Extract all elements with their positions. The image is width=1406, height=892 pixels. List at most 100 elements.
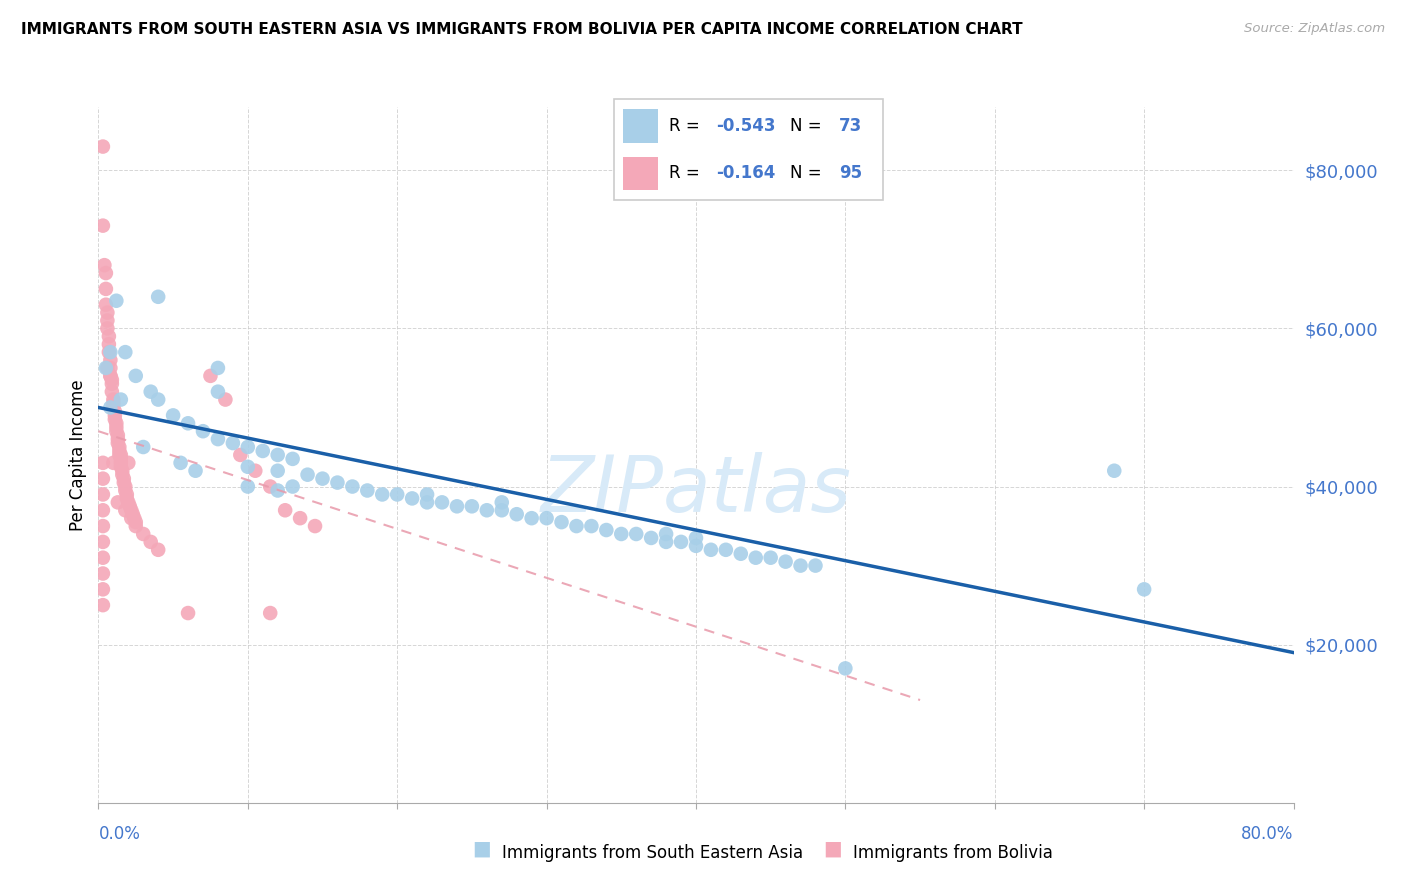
Text: 73: 73 <box>839 118 862 136</box>
Point <box>104 404 127 418</box>
FancyBboxPatch shape <box>614 99 883 200</box>
Point <box>655 535 678 549</box>
Point <box>98 345 122 359</box>
Point <box>288 511 311 525</box>
Point <box>184 464 207 478</box>
Point <box>162 409 184 423</box>
Point <box>91 582 114 597</box>
Bar <box>623 157 658 190</box>
Point <box>245 464 267 478</box>
Point <box>107 495 129 509</box>
Point <box>229 448 252 462</box>
Text: Source: ZipAtlas.com: Source: ZipAtlas.com <box>1244 22 1385 36</box>
Point <box>342 479 364 493</box>
Point <box>120 503 142 517</box>
Point <box>139 535 162 549</box>
Text: N =: N = <box>790 118 827 136</box>
Point <box>550 515 572 529</box>
Text: 80.0%: 80.0% <box>1241 825 1294 843</box>
Point <box>207 384 229 399</box>
Point <box>207 432 229 446</box>
Point <box>520 511 543 525</box>
Point <box>115 491 138 506</box>
Point <box>104 412 127 426</box>
Point <box>385 487 409 501</box>
Point <box>281 451 304 466</box>
Point <box>125 519 148 533</box>
Point <box>91 472 114 486</box>
Point <box>103 392 125 407</box>
Point <box>685 531 707 545</box>
Point <box>111 467 134 482</box>
Point <box>110 456 132 470</box>
Point <box>207 361 229 376</box>
Point <box>222 436 245 450</box>
Point <box>759 550 782 565</box>
Point <box>124 511 146 525</box>
Point <box>115 487 138 501</box>
Point <box>94 282 117 296</box>
Text: 95: 95 <box>839 164 862 182</box>
Point <box>103 396 125 410</box>
Point <box>506 507 529 521</box>
Point <box>685 539 707 553</box>
Point <box>132 527 155 541</box>
Point <box>98 361 122 376</box>
Point <box>177 417 200 431</box>
Point <box>98 368 122 383</box>
Point <box>259 606 281 620</box>
Point <box>91 487 114 501</box>
Text: R =: R = <box>669 164 706 182</box>
Point <box>430 495 453 509</box>
Point <box>101 384 124 399</box>
Point <box>91 503 114 517</box>
Point <box>114 345 136 359</box>
Point <box>491 503 513 517</box>
Point <box>121 507 143 521</box>
Point <box>655 527 678 541</box>
Point <box>371 487 394 501</box>
Point <box>267 464 290 478</box>
Point <box>132 440 155 454</box>
Point <box>252 444 274 458</box>
Point <box>200 368 222 383</box>
Point <box>97 337 120 351</box>
Point <box>110 451 132 466</box>
Point <box>139 384 162 399</box>
Point <box>118 500 141 514</box>
Point <box>416 487 439 501</box>
Point <box>93 258 115 272</box>
Point <box>105 420 128 434</box>
Point <box>91 456 114 470</box>
Point <box>110 448 132 462</box>
Point <box>91 139 114 153</box>
Point <box>94 298 117 312</box>
Text: ZIPatlas: ZIPatlas <box>540 451 852 528</box>
Point <box>91 535 114 549</box>
Point <box>101 376 124 391</box>
Point <box>267 483 290 498</box>
Point <box>120 511 142 525</box>
Point <box>97 345 120 359</box>
Point <box>96 305 118 319</box>
Point <box>148 392 170 407</box>
Point <box>416 495 439 509</box>
Point <box>125 368 148 383</box>
Point <box>565 519 588 533</box>
Y-axis label: Per Capita Income: Per Capita Income <box>69 379 87 531</box>
Point <box>105 424 128 438</box>
Point <box>125 515 148 529</box>
Point <box>112 472 135 486</box>
Point <box>700 542 723 557</box>
Point <box>714 542 737 557</box>
Point <box>114 483 136 498</box>
Point <box>356 483 378 498</box>
Point <box>98 353 122 368</box>
Point <box>446 500 468 514</box>
Point <box>91 219 114 233</box>
Text: ▪: ▪ <box>471 835 492 863</box>
Text: -0.164: -0.164 <box>716 164 775 182</box>
Point <box>91 519 114 533</box>
Point <box>103 456 125 470</box>
Point <box>274 503 297 517</box>
